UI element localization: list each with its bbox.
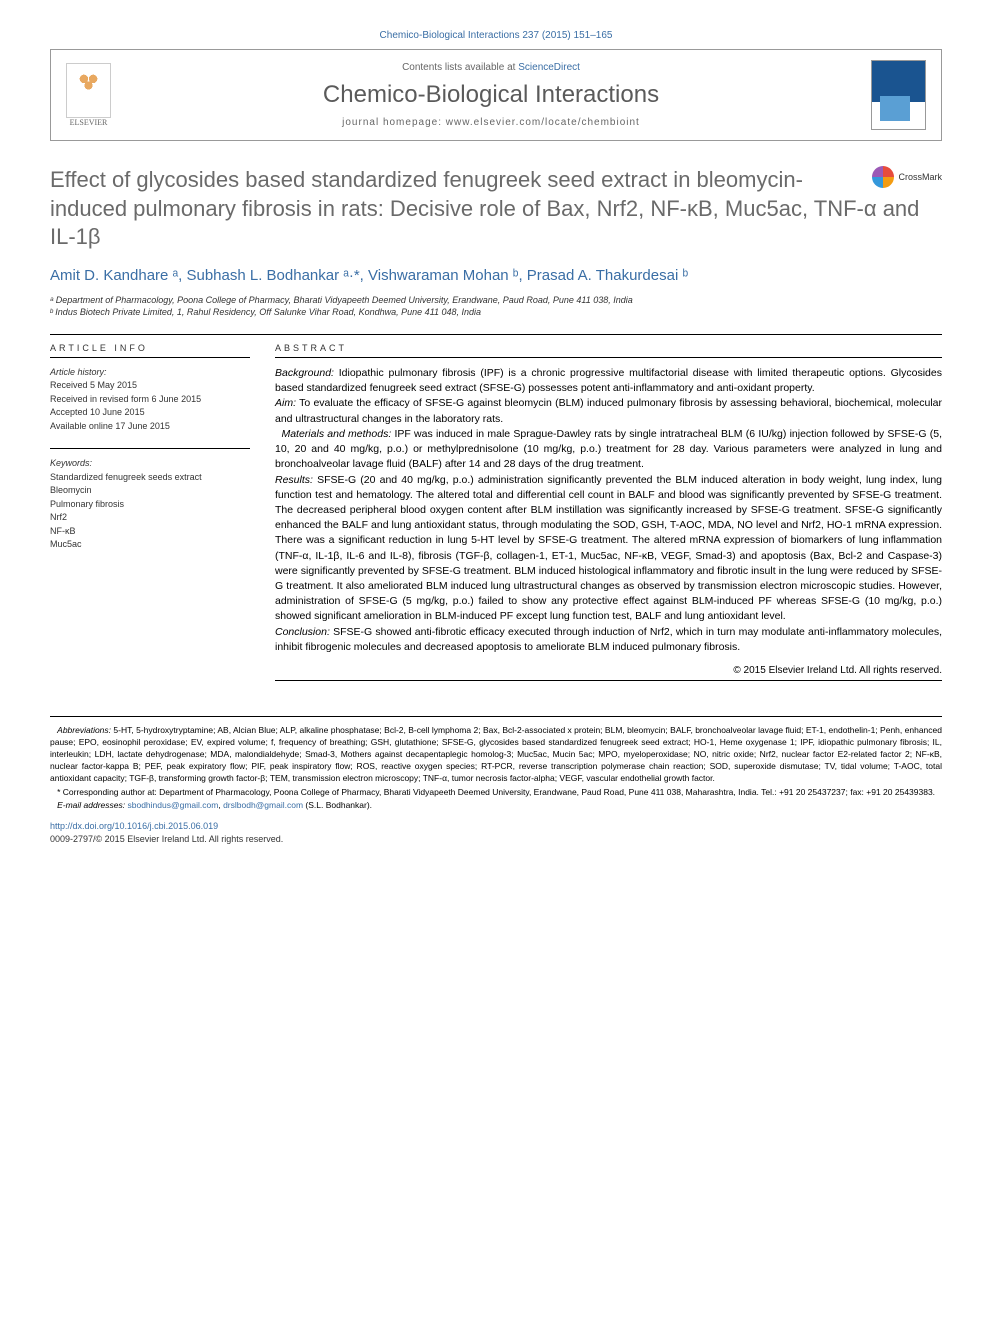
article-info-header: ARTICLE INFO [50, 343, 250, 358]
keyword-item: Pulmonary fibrosis [50, 498, 250, 512]
divider-top [50, 334, 942, 335]
homepage-url[interactable]: www.elsevier.com/locate/chembioint [446, 117, 640, 128]
author-list: Amit D. Kandhare ᵃ, Subhash L. Bodhankar… [50, 267, 942, 284]
affiliations-block: ᵃ Department of Pharmacology, Poona Coll… [50, 294, 942, 319]
keyword-item: Muc5ac [50, 538, 250, 552]
citation-header: Chemico-Biological Interactions 237 (201… [50, 30, 942, 41]
abbreviations-block: Abbreviations: 5-HT, 5-hydroxytryptamine… [50, 725, 942, 784]
abstract-results-text: SFSE-G (20 and 40 mg/kg, p.o.) administr… [275, 474, 942, 623]
keywords-divider [50, 448, 250, 449]
abstract-bottom-divider [275, 680, 942, 681]
elsevier-logo[interactable]: ELSEVIER [66, 63, 111, 127]
email-block: E-mail addresses: sbodhindus@gmail.com, … [50, 800, 942, 812]
article-title: Effect of glycosides based standardized … [50, 166, 942, 252]
abstract-conclusion-label: Conclusion: [275, 626, 330, 638]
keywords-block: Keywords: Standardized fenugreek seeds e… [50, 457, 250, 552]
affiliation-b: ᵇ Indus Biotech Private Limited, 1, Rahu… [50, 306, 942, 319]
keyword-item: Bleomycin [50, 484, 250, 498]
email-link-1[interactable]: sbodhindus@gmail.com [128, 800, 219, 810]
history-received: Received 5 May 2015 [50, 379, 250, 393]
abstract-results-label: Results: [275, 474, 313, 486]
elsevier-label: ELSEVIER [70, 118, 108, 127]
corresponding-label: * Corresponding author at: [57, 787, 157, 797]
footer-block: Abbreviations: 5-HT, 5-hydroxytryptamine… [50, 716, 942, 845]
keywords-label: Keywords: [50, 457, 250, 471]
abstract-conclusion-text: SFSE-G showed anti-fibrotic efficacy exe… [275, 626, 942, 653]
sciencedirect-link[interactable]: ScienceDirect [518, 62, 580, 73]
corresponding-author-block: * Corresponding author at: Department of… [50, 787, 942, 799]
journal-header-box: ELSEVIER Contents lists available at Sci… [50, 49, 942, 141]
homepage-prefix: journal homepage: [342, 117, 446, 128]
history-accepted: Accepted 10 June 2015 [50, 406, 250, 420]
abstract-aim-text: To evaluate the efficacy of SFSE-G again… [275, 397, 942, 424]
abbreviations-text: 5-HT, 5-hydroxytryptamine; AB, Alcian Bl… [50, 725, 942, 783]
email-link-2[interactable]: drslbodh@gmail.com [223, 800, 303, 810]
history-online: Available online 17 June 2015 [50, 420, 250, 434]
issn-line: 0009-2797/© 2015 Elsevier Ireland Ltd. A… [50, 833, 942, 846]
crossmark-icon [872, 166, 894, 188]
abstract-methods-label: Materials and methods: [281, 428, 391, 440]
abstract-background-label: Background: [275, 367, 334, 379]
crossmark-badge[interactable]: CrossMark [872, 166, 942, 188]
crossmark-label: CrossMark [898, 172, 942, 182]
abstract-header: ABSTRACT [275, 343, 942, 358]
copyright-line: © 2015 Elsevier Ireland Ltd. All rights … [275, 665, 942, 676]
article-history-block: Article history: Received 5 May 2015 Rec… [50, 366, 250, 434]
keyword-item: Nrf2 [50, 511, 250, 525]
email-suffix: (S.L. Bodhankar). [303, 800, 372, 810]
journal-title: Chemico-Biological Interactions [111, 81, 871, 109]
abstract-background-text: Idiopathic pulmonary fibrosis (IPF) is a… [275, 367, 942, 394]
affiliation-a: ᵃ Department of Pharmacology, Poona Coll… [50, 294, 942, 307]
journal-cover-thumbnail[interactable] [871, 60, 926, 130]
email-label: E-mail addresses: [57, 800, 125, 810]
corresponding-text: Department of Pharmacology, Poona Colleg… [157, 787, 935, 797]
history-revised: Received in revised form 6 June 2015 [50, 393, 250, 407]
journal-homepage-line: journal homepage: www.elsevier.com/locat… [111, 117, 871, 128]
abbreviations-label: Abbreviations: [57, 725, 111, 735]
abstract-aim-label: Aim: [275, 397, 296, 409]
history-label: Article history: [50, 366, 250, 380]
keyword-item: NF-κB [50, 525, 250, 539]
abstract-body: Background: Idiopathic pulmonary fibrosi… [275, 366, 942, 655]
contents-list-line: Contents lists available at ScienceDirec… [111, 62, 871, 73]
contents-prefix: Contents lists available at [402, 62, 518, 73]
keyword-item: Standardized fenugreek seeds extract [50, 471, 250, 485]
doi-link[interactable]: http://dx.doi.org/10.1016/j.cbi.2015.06.… [50, 820, 942, 833]
